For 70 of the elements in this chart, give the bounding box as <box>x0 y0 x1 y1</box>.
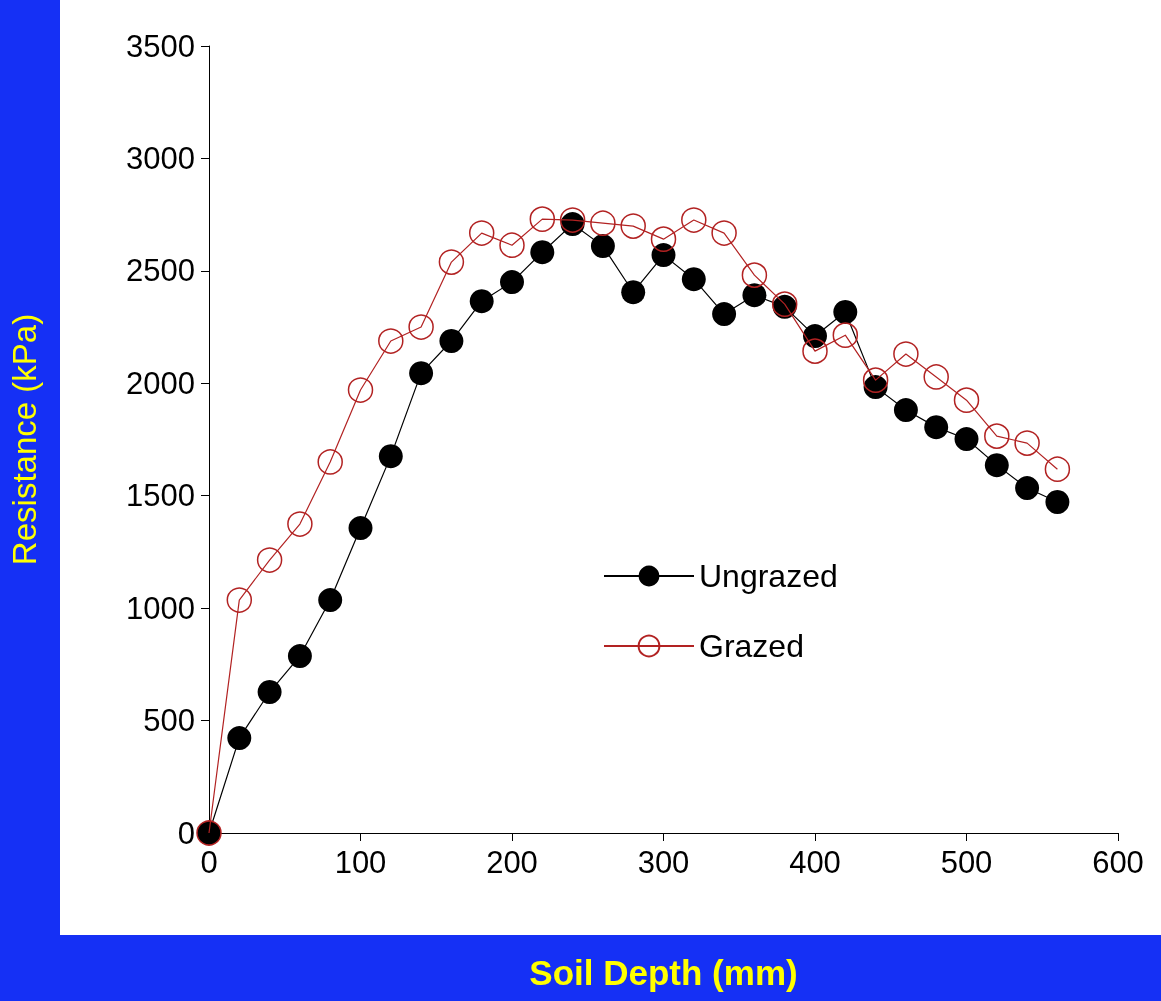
point <box>287 644 312 669</box>
point <box>499 232 525 258</box>
point <box>832 322 859 348</box>
point <box>1045 490 1070 514</box>
point <box>923 364 949 390</box>
point <box>621 280 646 305</box>
y-tick-label: 2500 <box>126 253 195 289</box>
point <box>408 314 434 340</box>
point <box>893 398 918 423</box>
point <box>590 210 616 236</box>
point <box>438 249 465 275</box>
point <box>409 361 434 386</box>
x-axis-title: Soil Depth (mm) <box>529 953 798 992</box>
point <box>500 270 524 295</box>
point <box>650 226 677 252</box>
point <box>257 680 282 705</box>
point <box>378 328 404 354</box>
point <box>711 220 737 246</box>
point <box>468 220 495 246</box>
y-tick-label: 1500 <box>126 478 195 514</box>
y-axis-title: Resistance (kPa) <box>6 313 43 566</box>
point <box>741 262 768 288</box>
point <box>802 338 828 364</box>
point <box>924 415 949 440</box>
legend-label: Ungrazed <box>699 558 838 594</box>
point <box>833 300 858 324</box>
point <box>954 427 979 452</box>
point <box>1014 430 1040 456</box>
point <box>742 283 767 308</box>
y-tick-label: 1000 <box>126 590 195 626</box>
legend-label: Grazed <box>699 628 804 664</box>
point <box>681 267 706 292</box>
point <box>893 341 919 367</box>
point <box>347 377 374 403</box>
x-tick-label: 600 <box>1092 845 1144 880</box>
x-tick-label: 400 <box>789 845 841 880</box>
point <box>287 511 313 537</box>
x-tick-label: 300 <box>637 845 690 880</box>
point <box>681 207 707 233</box>
point <box>620 213 646 239</box>
point <box>378 444 403 469</box>
point <box>439 329 464 354</box>
x-tick-label: 500 <box>940 845 993 880</box>
point <box>348 516 373 541</box>
point <box>862 367 889 393</box>
x-tick-label: 0 <box>200 845 218 880</box>
point <box>1044 456 1071 482</box>
point <box>317 449 343 475</box>
point <box>529 206 556 232</box>
point <box>318 588 343 613</box>
y-tick-label: 3500 <box>126 28 195 64</box>
x-tick-label: 200 <box>486 845 538 880</box>
point <box>1015 476 1040 501</box>
point <box>953 387 980 413</box>
point <box>530 240 555 265</box>
y-tick-label: 500 <box>143 703 195 739</box>
point <box>712 302 737 327</box>
point <box>984 423 1010 449</box>
point <box>559 207 586 233</box>
point <box>256 547 283 573</box>
point <box>984 453 1009 478</box>
point <box>651 243 676 268</box>
point <box>226 587 253 613</box>
y-tick-label: 3000 <box>126 140 195 176</box>
y-tick-label: 2000 <box>126 365 195 401</box>
y-tick-label: 0 <box>177 815 195 851</box>
point <box>590 234 615 259</box>
point <box>227 726 252 751</box>
point <box>469 289 494 314</box>
x-tick-label: 100 <box>334 845 387 880</box>
